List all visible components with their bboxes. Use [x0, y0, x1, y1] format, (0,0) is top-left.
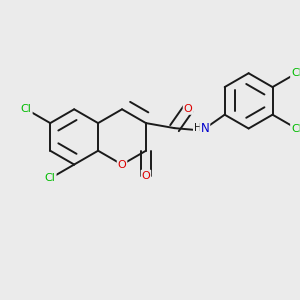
- Text: Cl: Cl: [291, 124, 300, 134]
- Text: N: N: [201, 122, 209, 135]
- Text: H: H: [194, 123, 202, 133]
- Text: O: O: [118, 160, 126, 170]
- Text: Cl: Cl: [291, 68, 300, 78]
- Text: O: O: [142, 171, 150, 181]
- Text: O: O: [184, 104, 192, 114]
- Text: Cl: Cl: [45, 173, 56, 183]
- Text: Cl: Cl: [21, 104, 32, 114]
